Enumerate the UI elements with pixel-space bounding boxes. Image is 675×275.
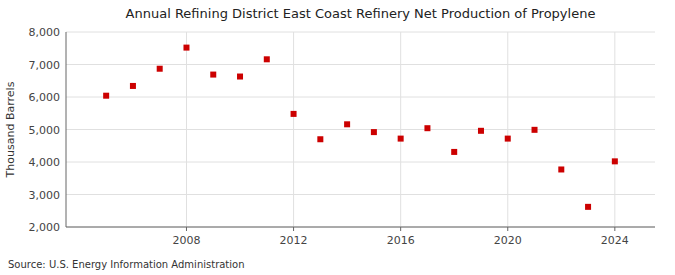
- y-tick-label: 6,000: [29, 91, 61, 104]
- y-tick-label: 2,000: [29, 221, 61, 234]
- chart-container: Annual Refining District East Coast Refi…: [0, 0, 675, 275]
- axes: 2,000 3,000 4,000 5,000 6,000 7,000 8,000 2008 2…: [29, 26, 656, 247]
- x-tick-mark: [507, 227, 508, 231]
- x-tick-mark: [614, 227, 615, 231]
- point: [210, 72, 216, 78]
- point: [505, 136, 511, 142]
- point: [130, 83, 136, 89]
- points: [103, 45, 618, 210]
- y-tick-label: 3,000: [29, 189, 61, 202]
- grid: [66, 32, 655, 227]
- point: [558, 166, 564, 172]
- point: [532, 127, 538, 133]
- x-tick-label: 2012: [280, 234, 308, 247]
- point: [264, 56, 270, 62]
- y-grid-line: [66, 227, 655, 228]
- point: [291, 111, 297, 117]
- x-tick-mark: [186, 227, 187, 231]
- point: [344, 121, 350, 127]
- x-grid-line: [186, 32, 187, 227]
- point: [157, 66, 163, 72]
- x-grid-line: [614, 32, 615, 227]
- point: [451, 149, 457, 155]
- x-grid-line: [507, 32, 508, 227]
- x-tick-label: 2024: [601, 234, 629, 247]
- point: [103, 93, 109, 99]
- x-tick-label: 2008: [172, 234, 200, 247]
- y-axis-label: Thousand Barrels: [4, 81, 17, 178]
- point: [424, 125, 430, 131]
- y-tick-label: 4,000: [29, 156, 61, 169]
- chart-svg: Annual Refining District East Coast Refi…: [0, 0, 675, 275]
- x-tick-mark: [400, 227, 401, 231]
- y-grid-line: [66, 129, 655, 130]
- point: [585, 204, 591, 210]
- point: [371, 129, 377, 135]
- y-axis-line: [66, 32, 67, 227]
- x-grid-line: [293, 32, 294, 227]
- x-tick-label: 2020: [494, 234, 522, 247]
- point: [237, 74, 243, 80]
- point: [183, 45, 189, 51]
- y-grid-line: [66, 194, 655, 195]
- point: [398, 136, 404, 142]
- y-tick-label: 5,000: [29, 124, 61, 137]
- x-tick-label: 2016: [387, 234, 415, 247]
- point: [612, 158, 618, 164]
- y-tick-label: 8,000: [29, 26, 61, 39]
- x-axis-line: [66, 227, 655, 228]
- y-grid-line: [66, 64, 655, 65]
- y-grid-line: [66, 162, 655, 163]
- y-tick-label: 7,000: [29, 59, 61, 72]
- x-grid-line: [400, 32, 401, 227]
- source-note: Source: U.S. Energy Information Administ…: [8, 259, 245, 270]
- title: Annual Refining District East Coast Refi…: [126, 6, 596, 21]
- point: [317, 136, 323, 142]
- y-grid-line: [66, 97, 655, 98]
- y-grid-line: [66, 32, 655, 33]
- point: [478, 128, 484, 134]
- x-tick-mark: [293, 227, 294, 231]
